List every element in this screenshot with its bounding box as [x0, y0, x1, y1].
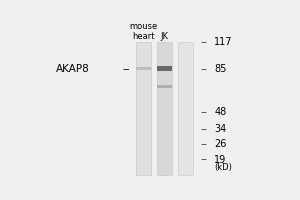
Text: --: -- — [200, 155, 207, 165]
Text: 26: 26 — [214, 139, 226, 149]
Text: --: -- — [200, 37, 207, 47]
Text: 85: 85 — [214, 64, 226, 74]
Bar — [136, 42, 151, 175]
Text: --: -- — [122, 64, 130, 74]
Text: 34: 34 — [214, 124, 226, 134]
Bar — [157, 42, 172, 175]
Text: mouse
heart: mouse heart — [129, 22, 158, 41]
Text: --: -- — [200, 64, 207, 74]
Text: AKAP8: AKAP8 — [56, 64, 90, 74]
Bar — [157, 85, 172, 88]
Text: JK: JK — [160, 32, 168, 41]
Text: 48: 48 — [214, 107, 226, 117]
Text: 19: 19 — [214, 155, 226, 165]
Bar — [157, 66, 172, 71]
Text: --: -- — [200, 139, 207, 149]
Bar — [136, 67, 151, 70]
Bar — [178, 42, 193, 175]
Text: 117: 117 — [214, 37, 233, 47]
Text: --: -- — [200, 107, 207, 117]
Text: --: -- — [200, 124, 207, 134]
Text: (kD): (kD) — [214, 163, 232, 172]
